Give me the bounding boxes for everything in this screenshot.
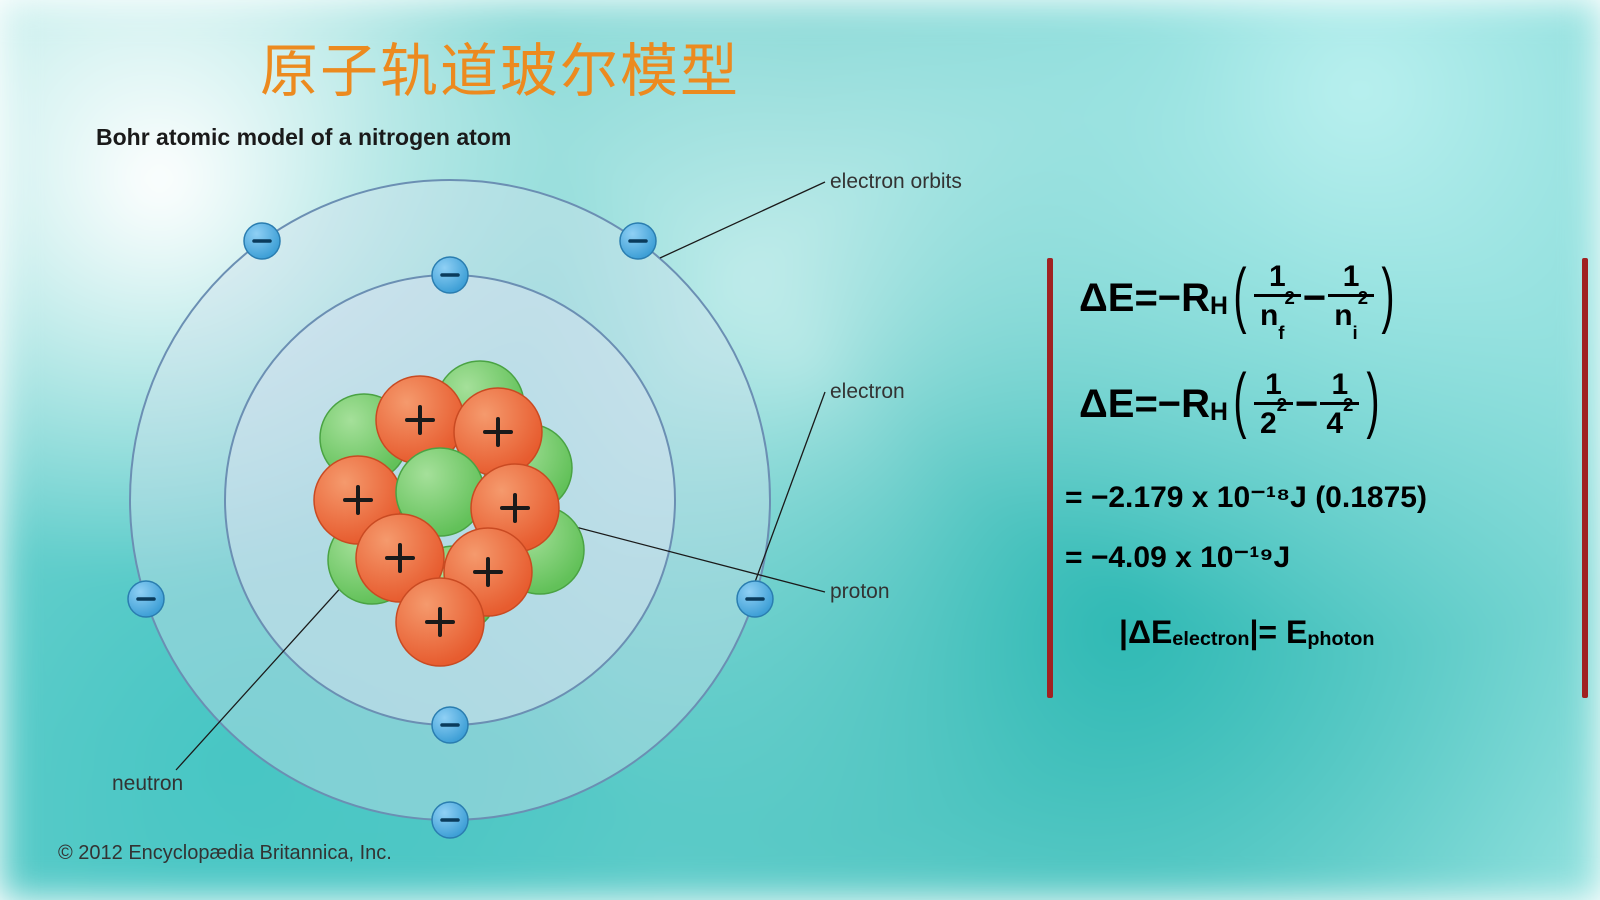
sub-photon: photon [1307,628,1374,651]
den: ni2 [1328,294,1374,336]
sub-electron: electron [1172,628,1249,651]
sub-h: H [1210,399,1228,427]
formula-line-3: = −2.179 x 10⁻¹⁸J (0.1875) [1065,480,1427,515]
den: 22 [1254,402,1293,439]
den: nf2 [1254,294,1301,336]
num: 1 [1343,262,1360,294]
abs-bar: | [1249,614,1258,651]
neg-rh: −R [1158,382,1210,427]
sub-h: H [1210,293,1228,321]
delta-e: ΔE [1079,276,1134,321]
formula-line-5: | ΔEelectron | = Ephoton [1119,614,1374,651]
minus: − [1303,276,1326,321]
paren-open: ( [1233,259,1246,331]
equals: = [1134,382,1157,427]
delta-e: ΔE [1079,382,1134,427]
label-neutron: neutron [112,772,183,796]
formula-line-2: ΔE = −RH ( 1 22 − 1 42 ) [1079,368,1385,440]
den: 42 [1320,402,1359,439]
copyright-text: © 2012 Encyclopædia Britannica, Inc. [58,842,392,865]
paren-close: ) [1381,259,1394,331]
formula-line-1: ΔE = −RH ( 1 nf2 − 1 ni2 ) [1079,262,1400,336]
label-electron-orbits: electron orbits [830,170,962,194]
frac-1: 1 nf2 [1254,262,1301,336]
paren-open: ( [1233,364,1246,436]
paren-close: ) [1367,364,1380,436]
formula-panel: ΔE = −RH ( 1 nf2 − 1 ni2 ) ΔE = −RH ( 1 … [1055,258,1580,698]
frac-2: 1 ni2 [1328,262,1374,336]
formula-left-bar [1047,258,1053,698]
equals-e: = E [1258,614,1307,651]
abs-bar: | [1119,614,1128,651]
formula-right-bar [1582,258,1588,698]
delta-e: ΔE [1128,614,1172,651]
minus: − [1295,382,1318,427]
atom-diagram [0,0,1000,900]
label-proton: proton [830,580,890,604]
frac-1: 1 22 [1254,370,1293,439]
equals: = [1134,276,1157,321]
frac-2: 1 42 [1320,370,1359,439]
neg-rh: −R [1158,276,1210,321]
label-electron: electron [830,380,905,404]
formula-line-4: = −4.09 x 10⁻¹⁹J [1065,540,1290,575]
